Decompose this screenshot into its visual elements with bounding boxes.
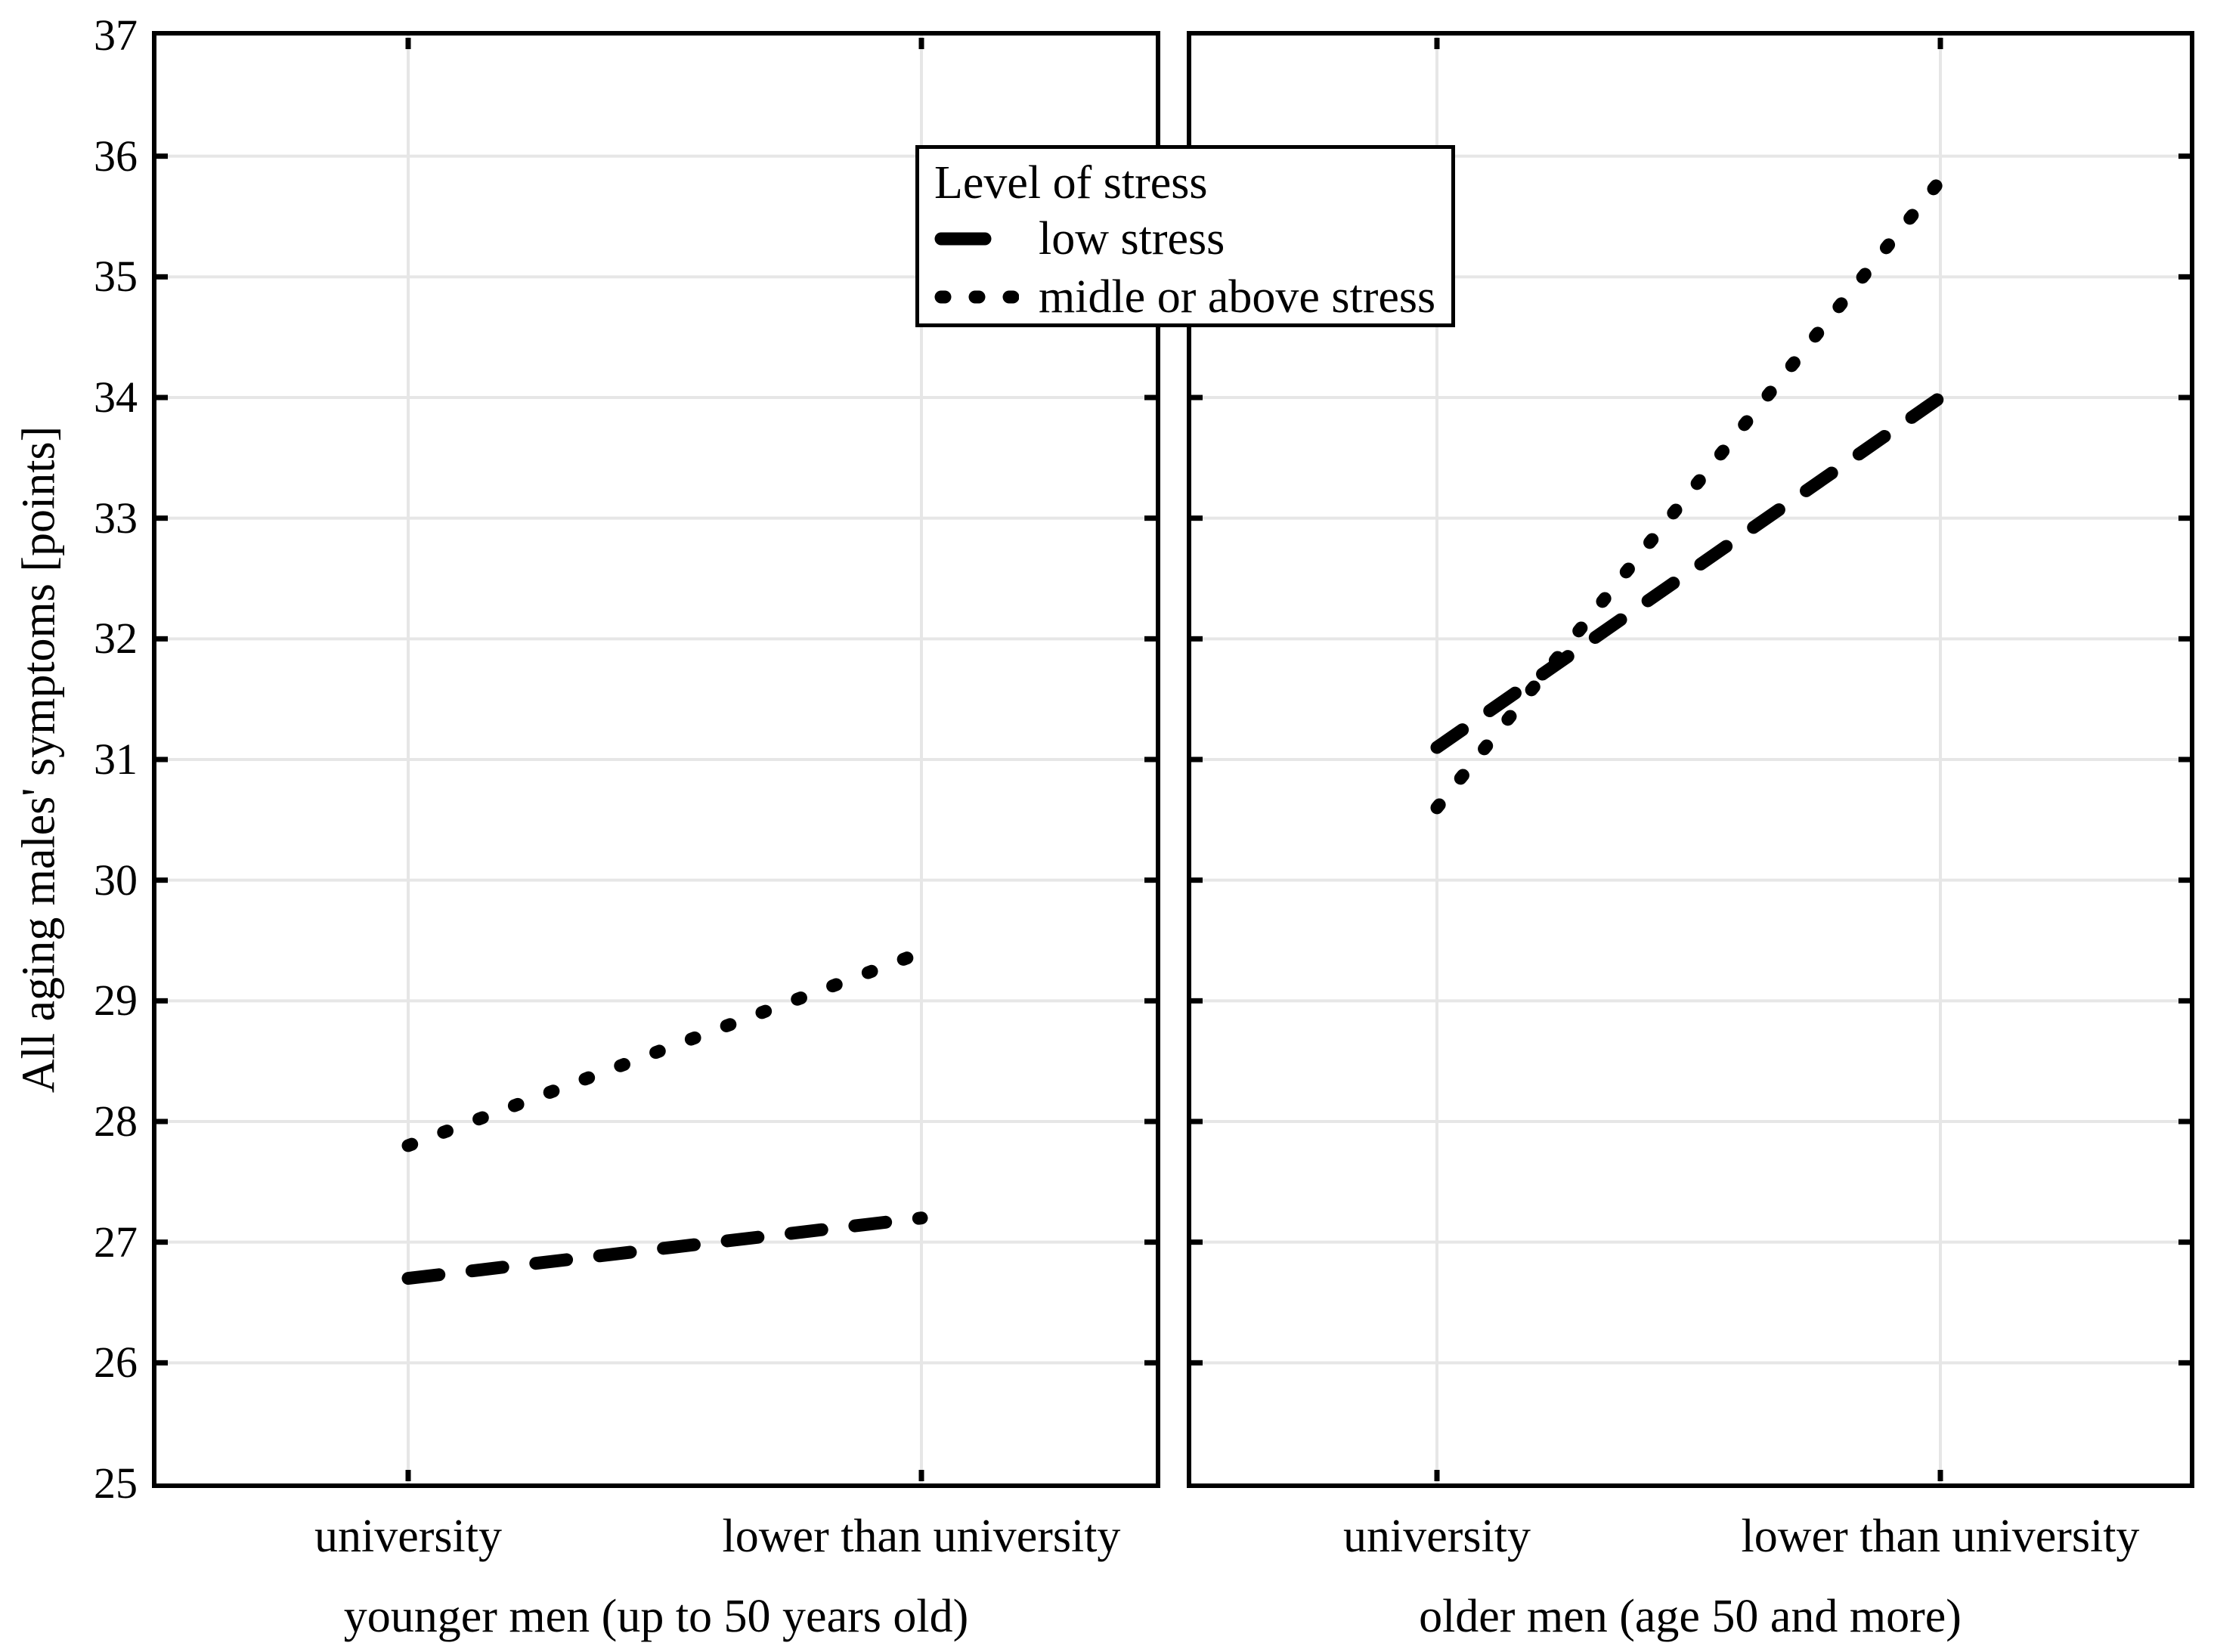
panel-caption: younger men (up to 50 years old) xyxy=(343,1591,969,1642)
y-tick-label: 34 xyxy=(94,373,138,422)
legend-entry-midle-or-above-stress: midle or above stress xyxy=(934,268,1451,326)
y-tick-label: 31 xyxy=(94,735,138,784)
y-tick-label: 36 xyxy=(94,131,138,181)
dotted-line-sample-icon xyxy=(934,290,1019,303)
series-line-dashed xyxy=(401,1211,928,1285)
y-tick-label: 37 xyxy=(94,11,138,60)
legend-title: Level of stress xyxy=(934,157,1208,209)
legend-entry-label: low stress xyxy=(1039,212,1225,265)
dashed-line-sample-icon xyxy=(934,232,1019,245)
y-tick-label: 30 xyxy=(94,855,138,905)
panel-caption: older men (age 50 and more) xyxy=(1419,1591,1962,1642)
panel-frame xyxy=(1187,31,2194,1488)
x-tick-label: lower than university xyxy=(1741,1511,2140,1562)
x-tick-label: university xyxy=(314,1511,502,1562)
y-tick-label: 27 xyxy=(94,1217,138,1267)
x-tick-label: university xyxy=(1343,1511,1531,1562)
y-tick-label: 26 xyxy=(94,1338,138,1387)
y-tick-label: 33 xyxy=(94,493,138,543)
legend-entry-low-stress: low stress xyxy=(934,209,1451,268)
series-line-dashed xyxy=(1430,391,1947,754)
legend-entry-label: midle or above stress xyxy=(1039,271,1436,323)
series-line-dotted xyxy=(1430,174,1947,815)
panel-frame xyxy=(152,31,1160,1488)
legend: Level of stress low stress midle or abov… xyxy=(915,145,1455,327)
y-tick-label: 32 xyxy=(94,614,138,664)
y-tick-label: 35 xyxy=(94,252,138,302)
y-tick-label: 28 xyxy=(94,1097,138,1146)
x-tick-label: lower than university xyxy=(722,1511,1121,1562)
y-tick-label: 25 xyxy=(94,1459,138,1508)
series-line-dotted xyxy=(401,945,928,1152)
y-tick-label: 29 xyxy=(94,976,138,1026)
